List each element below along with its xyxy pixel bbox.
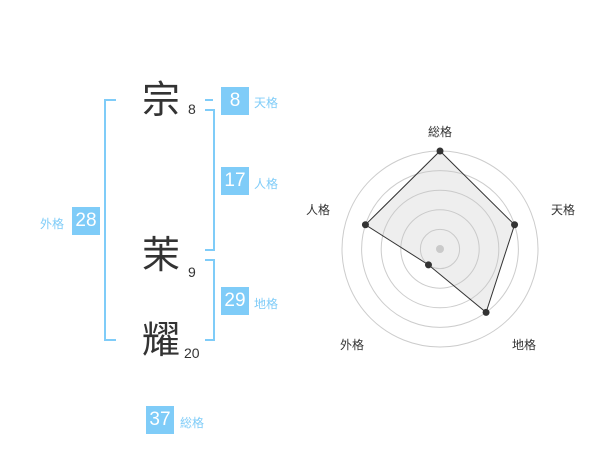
radar-polygon (364, 150, 516, 314)
radar-point-1 (511, 221, 519, 229)
radar-ring (419, 228, 461, 270)
radar-point-2 (482, 308, 490, 316)
radar-label-jinkaku: 人格 (306, 203, 331, 217)
name-char-1: 宗 (141, 78, 180, 122)
stroke-count-2: 9 (188, 264, 196, 280)
radar-ring (380, 189, 500, 309)
tenkaku-value: 8 (221, 87, 249, 115)
jinkaku-label: 人格 (254, 177, 279, 191)
radar-ring (400, 209, 480, 289)
gaikaku-value: 28 (72, 207, 100, 235)
radar-point-0 (436, 147, 444, 155)
soukaku-label: 総格 (180, 416, 205, 430)
radar-point-3 (424, 261, 432, 269)
jinkaku-value: 17 (221, 167, 249, 195)
gaikaku-bracket (104, 99, 116, 341)
gaikaku-label: 外格 (40, 217, 65, 231)
radar-label-tenkaku: 天格 (551, 203, 576, 217)
chikaku-bracket (205, 259, 215, 341)
radar-ring (361, 170, 519, 328)
radar-label-gaikaku: 外格 (340, 338, 365, 352)
radar-label-soukaku: 総格 (428, 125, 453, 139)
tenkaku-label: 天格 (254, 96, 279, 110)
radar-center-dot (436, 245, 444, 253)
stroke-count-1: 8 (188, 101, 196, 117)
tenkaku-bracket (205, 99, 213, 101)
radar-label-chikaku: 地格 (512, 338, 537, 352)
chikaku-label: 地格 (254, 297, 279, 311)
stroke-count-3: 20 (184, 345, 200, 361)
jinkaku-bracket (205, 109, 215, 251)
soukaku-value: 37 (146, 406, 174, 434)
name-char-3: 耀 (141, 318, 180, 362)
radar-point-4 (361, 221, 369, 229)
chikaku-value: 29 (221, 287, 249, 315)
name-char-2: 茉 (141, 233, 180, 277)
